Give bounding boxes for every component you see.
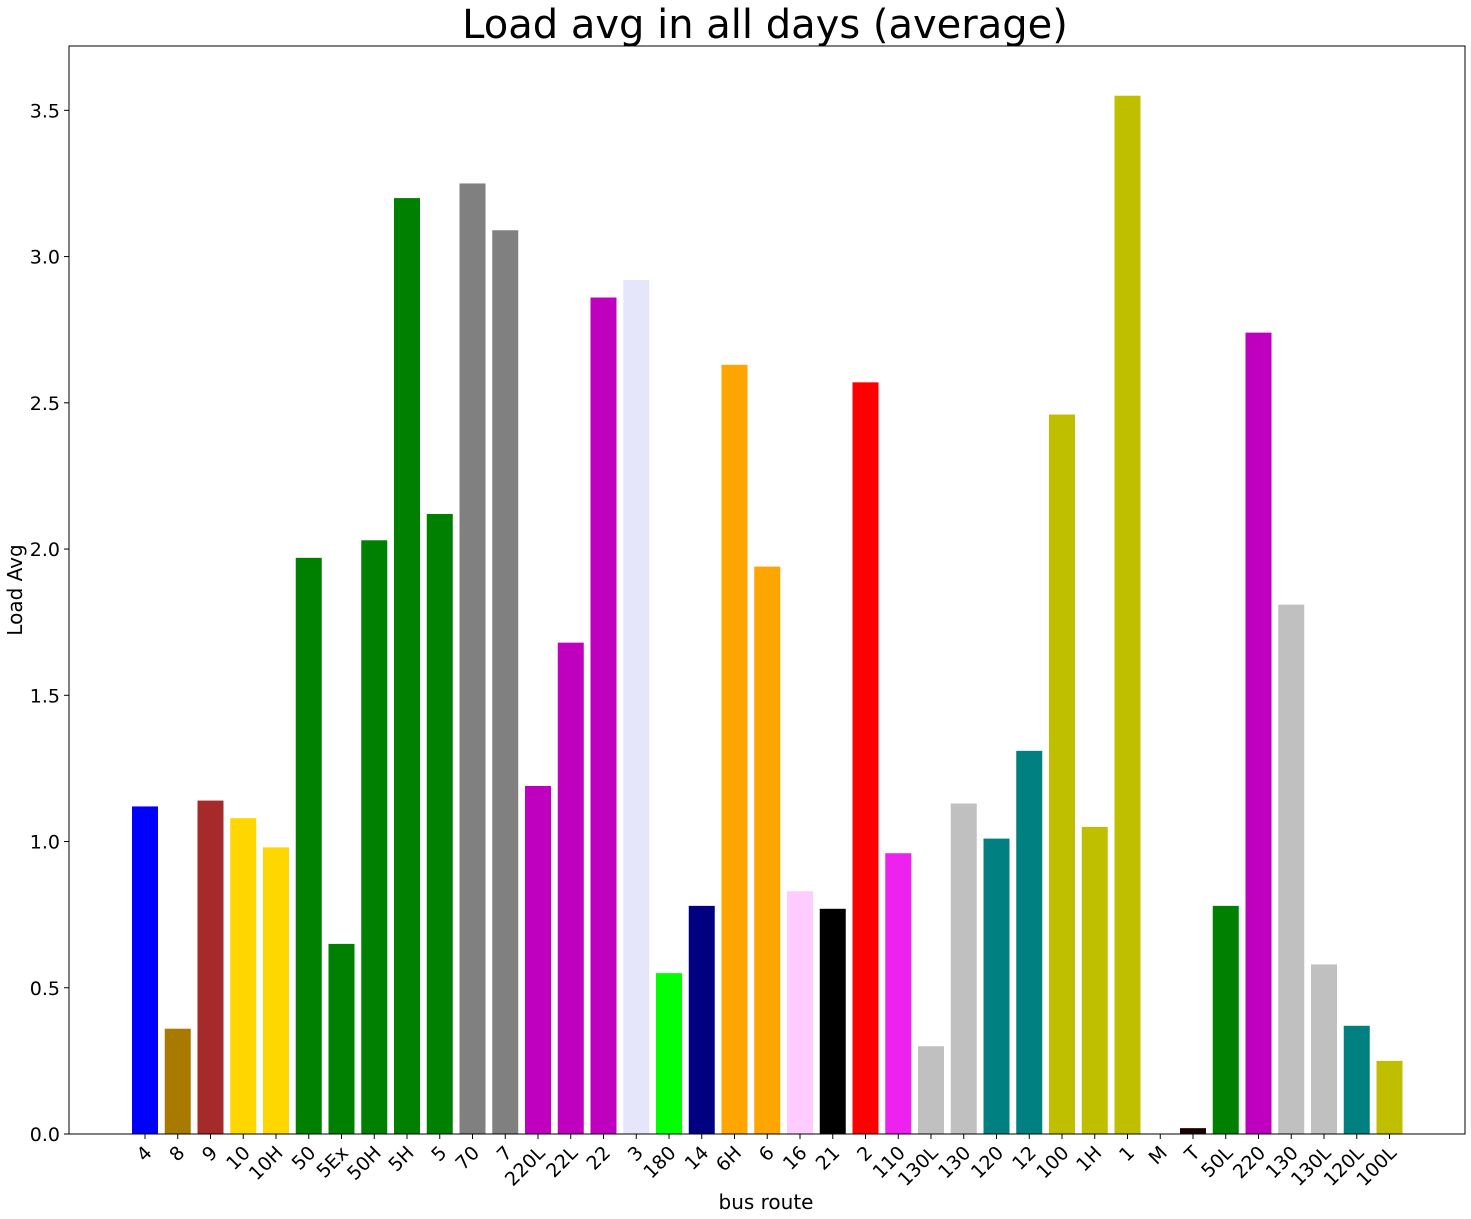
bar-16 [787, 891, 813, 1134]
bar-22L [557, 642, 584, 1134]
x-tick-label: 220 [1229, 1142, 1270, 1183]
y-tick-label: 1.0 [30, 832, 60, 854]
bar-100L [1376, 1060, 1403, 1134]
bar-10H [263, 847, 289, 1134]
x-tick-label: 9 [198, 1142, 222, 1166]
bar-10 [230, 818, 257, 1134]
bar-4 [132, 806, 158, 1134]
bar-50 [295, 557, 322, 1134]
x-tick-label: 70 [451, 1142, 484, 1175]
x-tick-label: 6 [755, 1142, 779, 1166]
y-tick-label: 3.5 [30, 100, 60, 122]
bar-1H [1081, 826, 1108, 1134]
bar-2 [852, 382, 879, 1135]
x-tick-label: 130 [934, 1142, 975, 1183]
bar-130L [1311, 964, 1337, 1134]
bar-22 [590, 297, 617, 1134]
x-tick-label: 10H [245, 1142, 288, 1185]
x-tick-label: 1H [1072, 1142, 1106, 1176]
bar-5H [394, 198, 420, 1135]
bar-6H [721, 364, 748, 1134]
bar-8 [164, 1028, 191, 1134]
x-tick-label: M [1145, 1142, 1172, 1169]
bar-120 [983, 838, 1010, 1134]
x-tick-label: 100 [1032, 1142, 1073, 1183]
x-tick-label: 5 [427, 1142, 451, 1166]
chart-title: Load avg in all days (average) [462, 2, 1068, 48]
y-axis: 0.0 0.5 1.0 1.5 2.0 2.5 3.0 3.5 [30, 100, 69, 1146]
bar-12 [1016, 750, 1043, 1134]
y-tick-label: 3.0 [30, 247, 60, 269]
x-tick-label: 180 [639, 1142, 680, 1183]
x-tick-label: 50L [1197, 1142, 1237, 1182]
x-tick-label: 1 [1115, 1142, 1139, 1166]
bar-50L [1212, 905, 1239, 1134]
x-tick-label: 22 [582, 1142, 615, 1175]
bar-3 [623, 279, 650, 1135]
x-tick-label: 8 [165, 1142, 189, 1166]
bar-5 [426, 513, 453, 1134]
y-axis-label: Load Avg [3, 544, 27, 635]
x-tick-label: 50H [343, 1142, 386, 1185]
bar-120L [1343, 1025, 1370, 1134]
x-tick-label: 120 [967, 1142, 1008, 1183]
bar-50H [361, 540, 388, 1134]
bar-1 [1114, 95, 1141, 1135]
bars-group [132, 95, 1403, 1135]
y-tick-label: 2.0 [30, 539, 60, 561]
y-tick-label: 0.0 [30, 1124, 60, 1146]
bar-220L [525, 785, 551, 1134]
x-tick-label: 6H [712, 1142, 746, 1176]
y-tick-label: 1.5 [30, 685, 60, 707]
bar-130 [950, 803, 977, 1134]
x-tick-label: 22L [542, 1142, 582, 1182]
bar-180 [656, 973, 682, 1134]
x-tick-label: 16 [779, 1142, 812, 1175]
bar-7 [492, 230, 519, 1134]
bar-70 [459, 183, 486, 1134]
bar-14 [688, 905, 715, 1134]
bar-5Ex [328, 943, 355, 1134]
bar-6 [754, 566, 781, 1134]
y-tick-label: 2.5 [30, 393, 60, 415]
bar-220 [1245, 332, 1272, 1134]
x-axis-label: bus route [719, 1190, 814, 1214]
bar-130 [1278, 604, 1305, 1134]
bar-100 [1049, 414, 1075, 1134]
x-tick-label: 5Ex [312, 1142, 353, 1183]
bar-110 [885, 853, 912, 1134]
bar-130L [918, 1046, 944, 1134]
x-tick-label: 21 [812, 1142, 845, 1175]
y-tick-label: 0.5 [30, 978, 60, 1000]
x-tick-label: 5H [384, 1142, 418, 1176]
bar-21 [819, 908, 846, 1134]
bar-9 [197, 800, 224, 1134]
x-tick-label: 4 [132, 1142, 156, 1166]
x-tick-label: 14 [681, 1142, 714, 1175]
bar-T [1180, 1128, 1206, 1134]
